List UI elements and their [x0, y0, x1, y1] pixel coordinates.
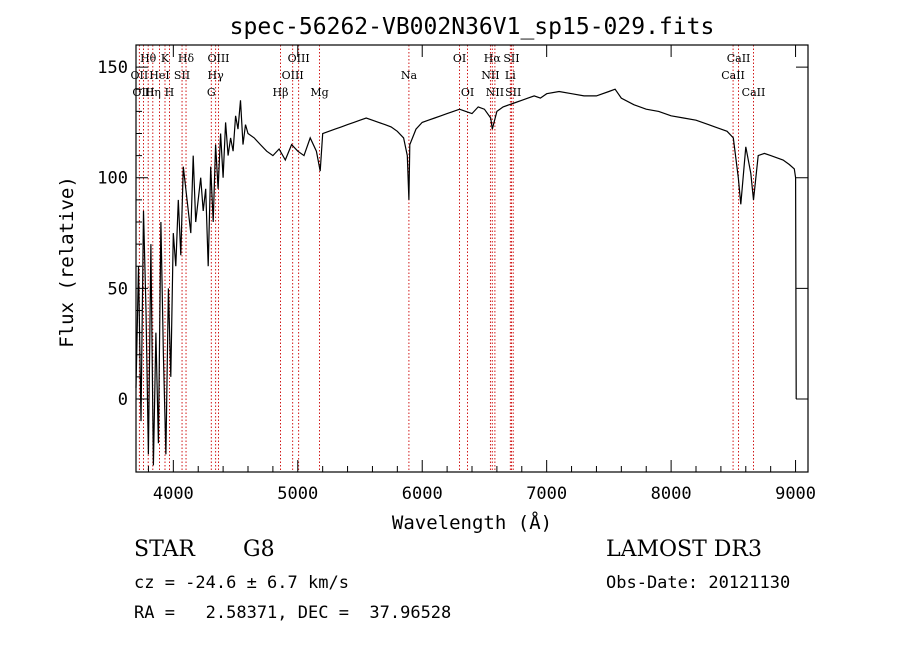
y-axis-ticks: 0 50 100 150	[97, 58, 808, 410]
spectral-line-label: Hβ	[273, 86, 289, 99]
object-class: STAR	[134, 537, 195, 562]
spectral-line-label: OIII	[288, 52, 310, 65]
y-tick-label: 150	[97, 58, 128, 78]
spectrum-line	[135, 88, 797, 466]
spectral-line-label: OIII	[207, 52, 229, 65]
x-axis-ticks: 4000 5000 6000 7000 8000 9000	[147, 45, 816, 504]
spectral-line-label: Na	[401, 69, 418, 82]
spectral-line-label: Hθ	[140, 52, 157, 65]
spectral-line-label: SII	[505, 86, 521, 99]
x-tick-label: 7000	[526, 484, 567, 504]
x-tick-label: 6000	[402, 484, 443, 504]
spectral-line-label: Li	[505, 69, 516, 82]
y-tick-label: 100	[97, 169, 128, 189]
x-tick-label: 9000	[775, 484, 816, 504]
line-markers	[138, 45, 754, 472]
spectral-line-label: OII	[131, 69, 149, 82]
spectral-line-label: OI	[453, 52, 466, 65]
spectral-line-label: SII	[174, 69, 190, 82]
x-tick-label: 5000	[277, 484, 318, 504]
spectral-line-label: SII	[503, 52, 519, 65]
ra-dec-coordinates: RA = 2.58371, DEC = 37.96528	[134, 603, 452, 623]
spectral-line-label: Hη	[145, 86, 161, 99]
plot-frame	[135, 44, 809, 473]
x-tick-label: 4000	[153, 484, 194, 504]
x-axis-label: Wavelength (Å)	[392, 511, 552, 534]
spectral-line-label: Hδ	[178, 52, 195, 65]
y-tick-label: 0	[118, 390, 128, 410]
x-tick-label: 8000	[651, 484, 692, 504]
spectral-line-label: G	[207, 86, 216, 99]
observation-date: Obs-Date: 20121130	[606, 573, 791, 593]
spectral-line-label: NII	[486, 86, 504, 99]
spectral-line-label: K	[161, 52, 170, 65]
spectral-line-label: H	[165, 86, 175, 99]
spectral-line-label: CaII	[721, 69, 745, 82]
spectral-line-label: NII	[481, 69, 499, 82]
spectral-line-label: CaII	[727, 52, 751, 65]
spectral-line-label: HeI	[149, 69, 169, 82]
y-tick-label: 50	[108, 279, 128, 299]
object-subclass: G8	[243, 537, 275, 562]
spectral-line-label: Mg	[310, 86, 328, 99]
redshift-velocity: cz = -24.6 ± 6.7 km/s	[134, 573, 349, 593]
survey-name: LAMOST DR3	[606, 537, 762, 562]
spectrum-chart: spec-56262-VB002N36V1_sp15-029.fits Hθ OI…	[56, 14, 816, 534]
spectral-line-label: CaII	[742, 86, 766, 99]
chart-title: spec-56262-VB002N36V1_sp15-029.fits	[230, 14, 715, 40]
spectral-line-label: OI	[461, 86, 474, 99]
spectral-line-label: OIII	[282, 69, 304, 82]
spectral-line-label: Hα	[484, 52, 502, 65]
spectral-line-label: Hγ	[208, 69, 225, 82]
y-axis-label: Flux (relative)	[56, 176, 78, 348]
